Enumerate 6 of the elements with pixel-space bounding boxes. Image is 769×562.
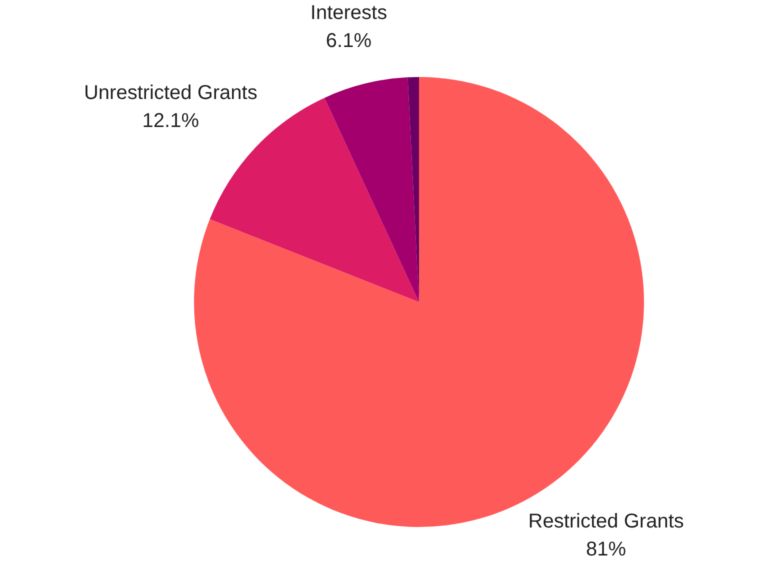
data-label: 12.1% — [142, 110, 200, 132]
slice-label: Unrestricted Grants — [84, 82, 258, 104]
data-label: 81% — [586, 538, 626, 561]
slice-label: Interests — [310, 2, 388, 24]
slice-label: Restricted Grants — [528, 510, 684, 533]
data-label: 6.1% — [326, 30, 372, 52]
